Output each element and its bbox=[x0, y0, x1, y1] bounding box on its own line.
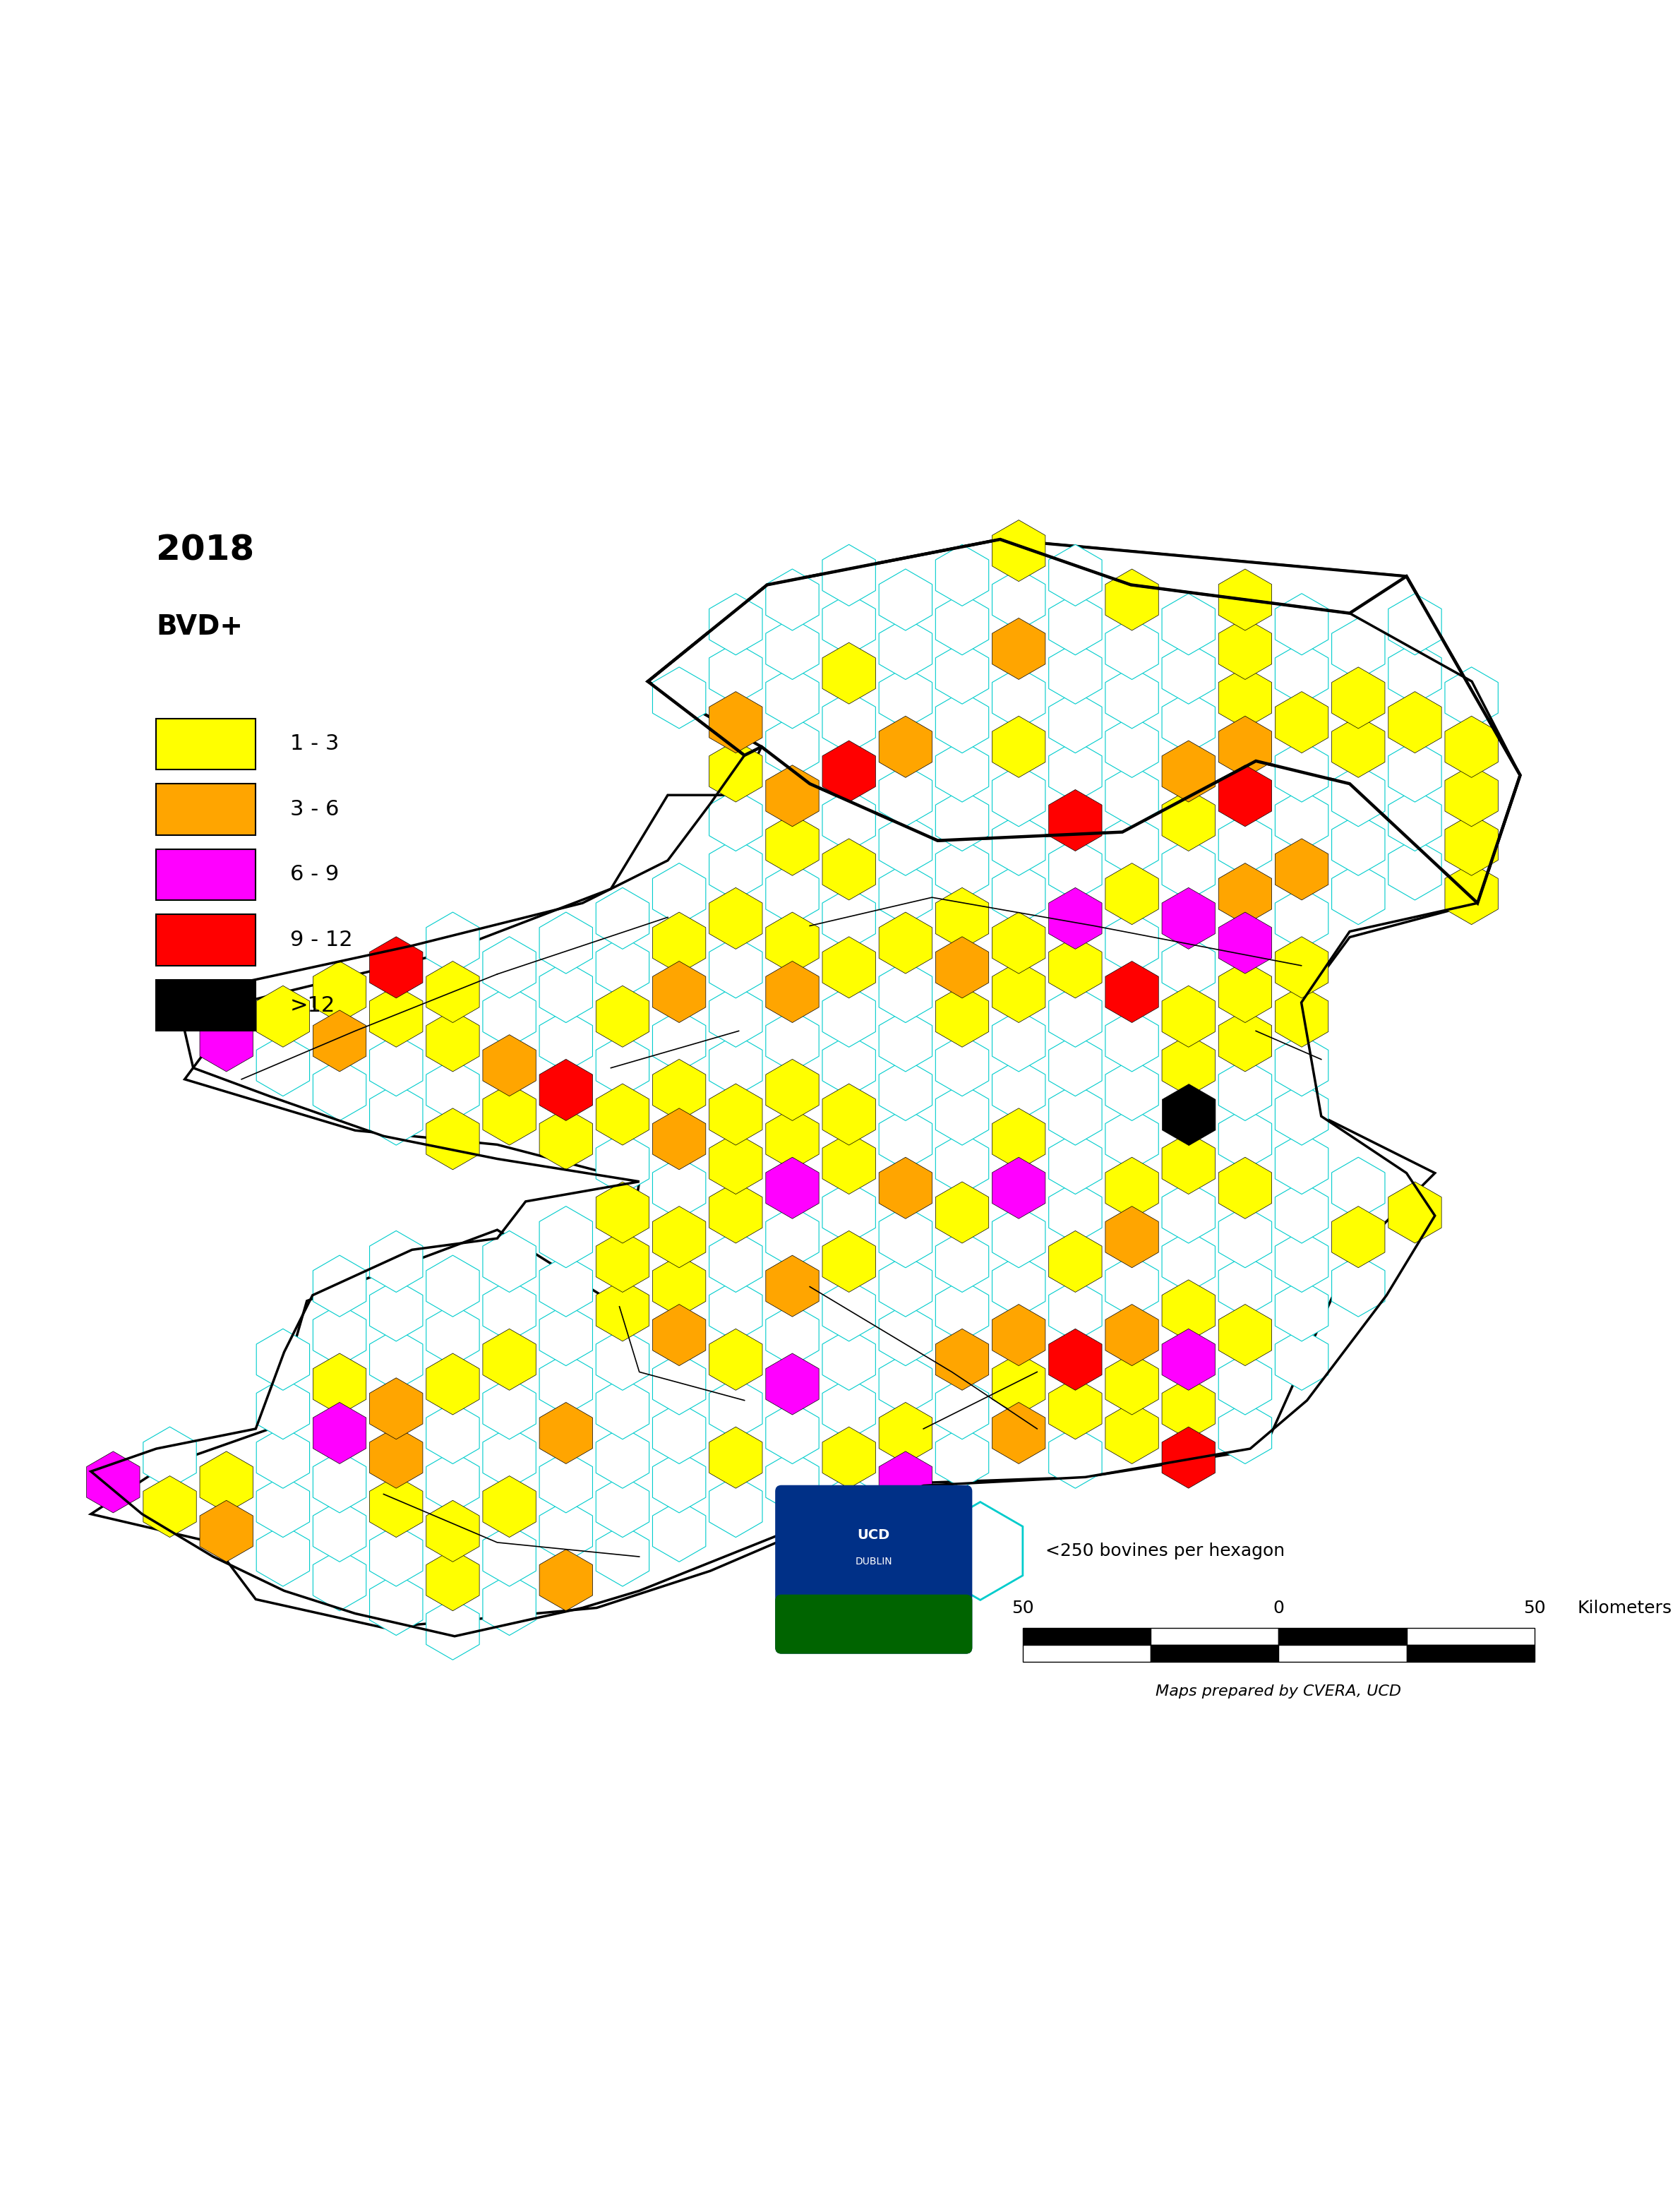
Text: 0: 0 bbox=[1273, 1600, 1284, 1616]
FancyBboxPatch shape bbox=[776, 1596, 971, 1653]
Text: UCD: UCD bbox=[857, 1527, 890, 1543]
Text: 9 - 12: 9 - 12 bbox=[291, 930, 353, 950]
Text: 50: 50 bbox=[1011, 1600, 1035, 1616]
Text: DUBLIN: DUBLIN bbox=[855, 1556, 892, 1567]
FancyBboxPatch shape bbox=[156, 981, 255, 1031]
Text: BVD+: BVD+ bbox=[156, 613, 244, 639]
FancyBboxPatch shape bbox=[156, 785, 255, 835]
Bar bbox=[1023, 1629, 1151, 1644]
Text: <250 bovines per hexagon: <250 bovines per hexagon bbox=[1045, 1543, 1285, 1560]
Text: 50: 50 bbox=[1524, 1600, 1546, 1616]
FancyBboxPatch shape bbox=[156, 849, 255, 899]
Polygon shape bbox=[937, 1501, 1023, 1600]
Text: 2018: 2018 bbox=[156, 533, 255, 569]
Bar bbox=[1278, 1644, 1406, 1662]
Bar bbox=[1406, 1644, 1534, 1662]
Polygon shape bbox=[648, 540, 1520, 904]
Polygon shape bbox=[91, 540, 1520, 1629]
Text: 3 - 6: 3 - 6 bbox=[291, 800, 339, 820]
FancyBboxPatch shape bbox=[156, 915, 255, 965]
Text: >12: >12 bbox=[291, 996, 336, 1016]
Bar bbox=[1278, 1629, 1406, 1644]
Bar bbox=[1023, 1644, 1151, 1662]
Bar bbox=[1151, 1629, 1278, 1644]
Text: Maps prepared by CVERA, UCD: Maps prepared by CVERA, UCD bbox=[1156, 1684, 1401, 1699]
FancyBboxPatch shape bbox=[156, 719, 255, 769]
Text: 6 - 9: 6 - 9 bbox=[291, 864, 339, 884]
Bar bbox=[1151, 1644, 1278, 1662]
FancyBboxPatch shape bbox=[776, 1485, 971, 1653]
Text: Kilometers: Kilometers bbox=[1578, 1600, 1672, 1616]
Text: 1 - 3: 1 - 3 bbox=[291, 734, 339, 754]
Bar bbox=[1406, 1629, 1534, 1644]
